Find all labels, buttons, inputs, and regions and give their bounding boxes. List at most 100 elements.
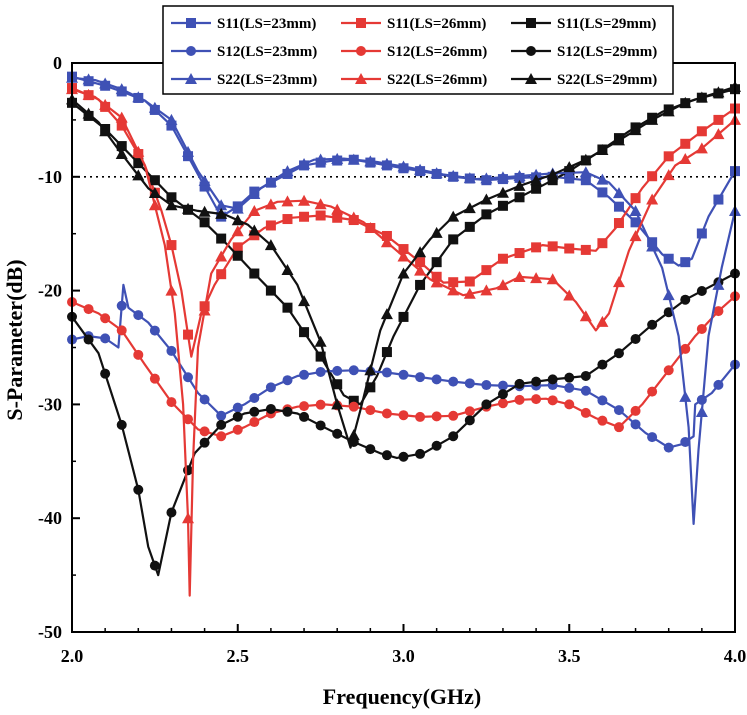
data-point	[332, 212, 343, 223]
data-point	[397, 160, 410, 172]
data-point	[165, 199, 178, 211]
data-point	[82, 107, 95, 119]
data-point	[398, 410, 409, 421]
data-point	[149, 373, 160, 384]
data-point	[415, 257, 426, 268]
legend-item-3: S12(LS=23mm)	[171, 44, 317, 60]
x-tick-label: 4.0	[724, 646, 747, 666]
data-point	[299, 369, 310, 380]
data-point	[364, 155, 377, 167]
data-point	[530, 174, 543, 186]
data-point	[514, 378, 525, 389]
data-point	[83, 304, 94, 315]
data-point	[248, 188, 261, 200]
data-point	[613, 405, 624, 416]
data-point	[481, 380, 492, 391]
data-point	[547, 241, 558, 252]
data-point	[647, 319, 658, 330]
data-point	[530, 272, 543, 284]
data-point	[249, 417, 260, 428]
data-point	[348, 365, 359, 376]
data-point	[299, 211, 310, 222]
data-point	[199, 217, 210, 228]
data-point	[630, 217, 641, 228]
x-tick-label: 3.0	[392, 646, 415, 666]
data-point	[99, 77, 112, 89]
legend-marker	[185, 73, 197, 84]
data-point	[415, 279, 426, 290]
data-point	[398, 369, 409, 380]
data-point	[264, 175, 277, 187]
data-point	[513, 270, 526, 282]
data-point	[380, 157, 393, 169]
data-point	[166, 120, 177, 131]
data-point	[580, 370, 591, 381]
data-point	[133, 349, 144, 360]
data-point	[629, 204, 642, 216]
legend-label: S22(LS=26mm)	[387, 72, 487, 88]
data-point	[481, 399, 492, 410]
data-point	[695, 91, 708, 103]
data-point	[448, 376, 459, 387]
data-point	[348, 395, 359, 406]
data-point	[713, 379, 724, 390]
legend-item-5: S12(LS=29mm)	[511, 44, 657, 60]
data-point	[597, 359, 608, 370]
legend-item-0: S11(LS=23mm)	[171, 16, 316, 32]
series-3	[67, 283, 740, 453]
data-point	[116, 120, 127, 131]
data-point	[596, 144, 609, 156]
data-point	[331, 398, 344, 410]
data-point	[613, 201, 624, 212]
legend-marker	[526, 46, 536, 56]
legend-label: S22(LS=29mm)	[557, 72, 657, 88]
data-point	[132, 169, 145, 181]
data-point	[630, 419, 641, 430]
data-point	[397, 267, 410, 279]
data-point	[183, 414, 194, 425]
data-point	[463, 287, 476, 299]
data-point	[464, 406, 475, 417]
series-8	[66, 80, 741, 449]
legend-marker	[186, 46, 196, 56]
data-point	[695, 405, 708, 417]
data-point	[663, 253, 674, 264]
series-line-8	[71, 85, 736, 449]
data-point	[497, 253, 508, 264]
data-point	[165, 284, 178, 296]
data-point	[448, 431, 459, 442]
data-point	[82, 73, 95, 85]
data-point	[612, 187, 625, 199]
legend-marker	[356, 46, 366, 56]
data-point	[116, 419, 127, 430]
data-point	[216, 233, 227, 244]
data-point	[629, 230, 642, 242]
data-point	[415, 372, 426, 383]
data-point	[348, 401, 359, 412]
data-point	[713, 306, 724, 317]
y-axis-title: S-Parameter(dB)	[2, 259, 27, 420]
data-point	[215, 199, 228, 211]
data-point	[712, 86, 725, 98]
data-point	[331, 203, 344, 215]
legend-label: S12(LS=26mm)	[387, 44, 487, 60]
data-point	[430, 276, 443, 288]
data-point	[183, 329, 194, 340]
data-point	[232, 242, 243, 253]
legend-label: S11(LS=26mm)	[387, 16, 486, 32]
data-point	[679, 390, 692, 402]
data-point	[579, 310, 592, 322]
data-point	[232, 424, 243, 435]
data-point	[166, 397, 177, 408]
data-point	[612, 276, 625, 288]
data-point	[299, 411, 310, 422]
data-point	[198, 304, 211, 316]
data-point	[182, 512, 195, 524]
data-point	[680, 294, 691, 305]
data-point	[314, 198, 327, 210]
data-point	[347, 429, 360, 441]
data-point	[99, 125, 112, 137]
data-point	[265, 403, 276, 414]
data-point	[249, 268, 260, 279]
